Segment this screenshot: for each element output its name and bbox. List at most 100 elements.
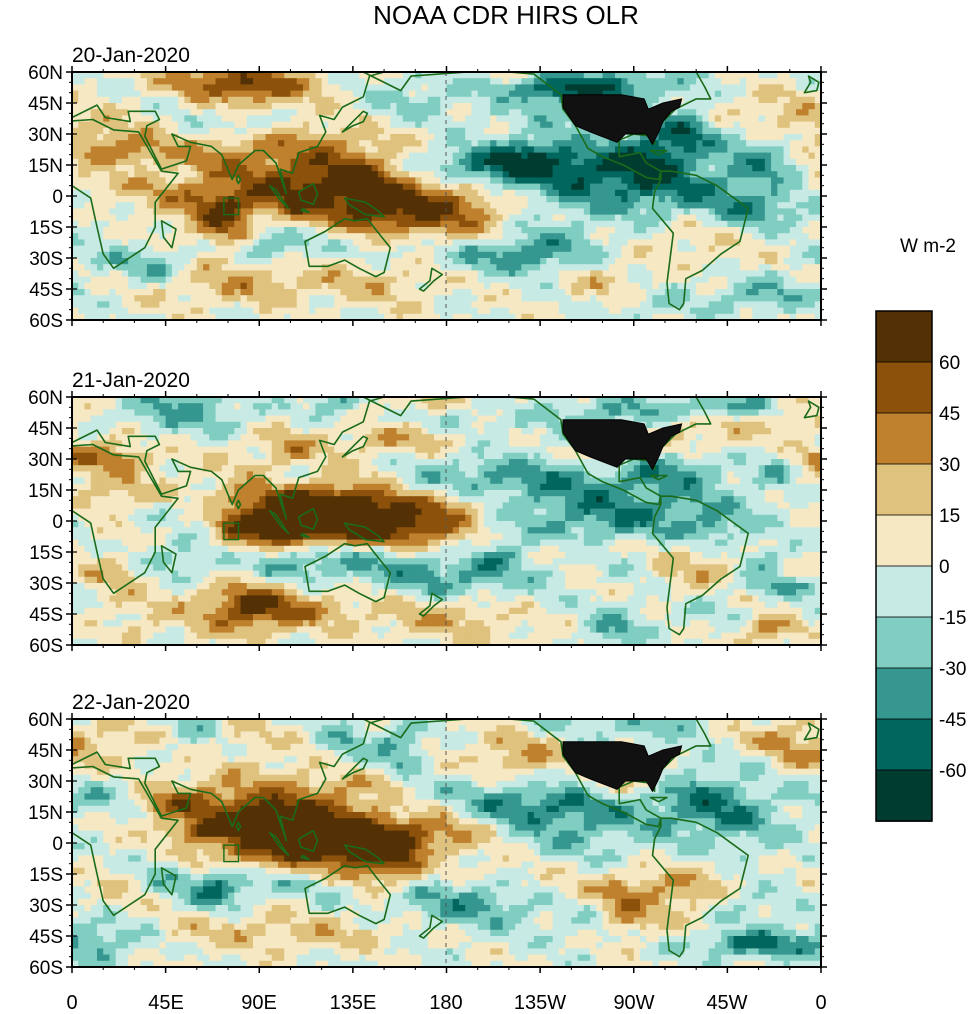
olr-cell	[452, 134, 460, 141]
olr-cell	[471, 220, 479, 228]
olr-cell	[365, 158, 373, 166]
olr-cell	[627, 276, 635, 284]
olr-cell	[577, 140, 585, 147]
olr-cell	[340, 397, 348, 404]
olr-cell	[490, 313, 498, 320]
olr-cell	[421, 313, 429, 320]
olr-cell	[315, 264, 323, 271]
olr-cell	[228, 307, 235, 315]
olr-cell	[508, 177, 516, 185]
olr-cell	[777, 165, 785, 172]
olr-cell	[96, 78, 104, 85]
olr-cell	[452, 177, 460, 185]
olr-cell	[552, 289, 560, 296]
olr-cell	[683, 84, 691, 92]
olr-cell	[552, 264, 560, 271]
olr-cell	[302, 202, 310, 209]
olr-cell	[115, 397, 123, 404]
olr-cell	[496, 189, 504, 197]
olr-cell	[602, 84, 610, 92]
olr-cell	[284, 313, 292, 320]
olr-cell	[415, 276, 423, 284]
olr-cell	[446, 189, 454, 197]
olr-cell	[302, 158, 310, 166]
olr-cell	[458, 189, 466, 197]
olr-cell	[409, 196, 416, 203]
olr-cell	[128, 90, 136, 98]
olr-cell	[240, 208, 248, 216]
olr-cell	[689, 78, 697, 85]
olr-cell	[639, 233, 647, 240]
olr-cell	[708, 301, 716, 309]
olr-cell	[777, 189, 785, 197]
olr-cell	[421, 251, 429, 259]
olr-cell	[608, 307, 616, 315]
olr-cell	[284, 282, 292, 290]
olr-cell	[196, 270, 204, 278]
olr-cell	[789, 96, 797, 104]
olr-cell	[652, 282, 660, 290]
olr-cell	[608, 220, 616, 228]
olr-cell	[458, 165, 466, 172]
olr-cell	[446, 109, 454, 116]
olr-cell	[140, 202, 148, 209]
olr-cell	[633, 295, 641, 302]
olr-cell	[508, 146, 516, 154]
olr-cell	[221, 140, 229, 147]
olr-cell	[646, 264, 654, 271]
olr-cell	[290, 251, 298, 259]
olr-cell	[558, 171, 566, 178]
olr-cell	[758, 146, 766, 154]
olr-cell	[477, 115, 485, 123]
olr-cell	[90, 289, 98, 296]
olr-cell	[802, 115, 810, 123]
olr-cell	[752, 127, 760, 135]
olr-cell	[121, 165, 129, 172]
olr-cell	[284, 233, 292, 240]
olr-cell	[733, 282, 741, 290]
olr-cell	[677, 245, 685, 253]
olr-cell	[739, 158, 747, 166]
olr-cell	[483, 146, 491, 154]
olr-cell	[458, 196, 466, 203]
olr-cell	[808, 78, 816, 85]
olr-cell	[140, 134, 148, 141]
olr-cell	[683, 214, 691, 222]
olr-cell	[171, 189, 179, 197]
olr-cell	[409, 307, 416, 315]
coastline	[418, 267, 444, 292]
olr-cell	[321, 220, 329, 228]
olr-cell	[446, 183, 454, 191]
olr-cell	[128, 220, 136, 228]
olr-cell	[352, 78, 360, 85]
olr-cell	[396, 233, 404, 240]
olr-cell	[415, 227, 423, 234]
olr-cell	[309, 220, 317, 228]
olr-cell	[371, 245, 379, 253]
olr-cell	[764, 295, 772, 302]
olr-cell	[746, 214, 753, 222]
olr-cell	[802, 189, 810, 197]
olr-cell	[352, 227, 360, 234]
olr-cell	[240, 109, 248, 116]
olr-cell	[221, 214, 229, 222]
olr-cell	[284, 177, 292, 185]
olr-cell	[452, 239, 460, 247]
olr-cell	[384, 183, 391, 191]
olr-cell	[103, 270, 111, 278]
olr-cell	[621, 282, 629, 290]
olr-cell	[789, 251, 797, 259]
olr-cell	[727, 282, 735, 290]
olr-cell	[465, 121, 473, 129]
olr-cell	[458, 171, 466, 178]
olr-cell	[721, 121, 728, 129]
olr-cell	[483, 171, 491, 178]
olr-cell	[727, 239, 735, 247]
coastline	[300, 207, 310, 214]
olr-cell	[240, 270, 248, 278]
olr-cell	[84, 220, 92, 228]
olr-cell	[658, 295, 666, 302]
olr-cell	[234, 152, 242, 160]
olr-cell	[602, 245, 610, 253]
olr-cell	[184, 109, 192, 116]
